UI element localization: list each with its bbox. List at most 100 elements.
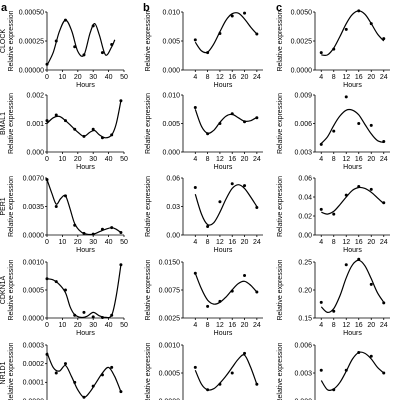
y-axis-sublabel: Relative expression (8, 176, 15, 237)
x-tick-label: 16 (355, 239, 363, 246)
panel-letter-a: a (1, 2, 8, 14)
data-point (357, 257, 361, 261)
y-tick-label: 0.15 (298, 315, 312, 322)
x-tick-label: 12 (342, 239, 350, 246)
data-point (332, 47, 336, 51)
x-tick-label: 20 (367, 239, 375, 246)
fitted-curve (321, 10, 385, 57)
chart-c-per1: 0.00 0.02 0.04 0.06 4 8 12 16 20 24 Hours Relative … (277, 175, 390, 254)
y-axis-sublabel: Relative expression (8, 93, 15, 154)
data-point (63, 18, 67, 22)
y-tick-label: 0.0001 (23, 380, 45, 387)
data-point (193, 106, 197, 110)
data-point (193, 186, 197, 189)
y-tick-label: 0.002 (26, 92, 44, 99)
y-tick-label: 0.000 (294, 398, 312, 400)
x-tick-label: 16 (228, 239, 236, 246)
data-point (82, 310, 86, 314)
x-tick-label: 8 (332, 322, 336, 329)
data-point (45, 352, 49, 356)
data-point (110, 42, 114, 46)
y-tick-label: 0.000 (162, 67, 180, 74)
x-tick-label: 16 (355, 156, 363, 163)
y-axis-label: Relative expression (277, 342, 284, 400)
x-tick-label: 4 (319, 74, 323, 81)
x-tick-label: 12 (216, 322, 224, 329)
y-tick-label: 0.0000 (23, 315, 45, 322)
fitted-curve (320, 108, 384, 144)
x-tick-label: 4 (193, 322, 197, 329)
x-tick-label: 4 (319, 156, 323, 163)
fitted-curve (194, 354, 258, 391)
y-tick-label: 0.009 (294, 92, 312, 99)
y-tick-label: 0.20 (298, 287, 312, 294)
y-tick-label: 0.0000 (291, 67, 313, 74)
data-point (54, 371, 58, 375)
chart-b-bmal1: 0.000 0.005 0.010 4 8 12 16 20 24 Hours Relative e… (145, 92, 263, 171)
data-point (218, 200, 222, 204)
data-point (91, 315, 95, 319)
data-point (54, 113, 58, 117)
fitted-curve (194, 12, 258, 54)
y-tick-label: 0.0025 (159, 315, 181, 322)
y-tick-label: 0.000 (162, 149, 180, 156)
x-tick-label: 24 (380, 322, 388, 329)
data-point (206, 224, 210, 228)
y-tick-label: 0.0003 (23, 342, 45, 349)
chart-b-cdkn1a: 0.0025 0.0075 0.0150 4 8 12 16 20 24 Hours Relativ… (145, 259, 263, 337)
y-tick-label: 0.005 (162, 38, 180, 45)
data-point (218, 122, 222, 125)
data-point (100, 315, 104, 319)
axis-lines (182, 95, 263, 153)
fitted-curve (46, 19, 116, 66)
data-point (119, 231, 123, 235)
fitted-curve (320, 351, 385, 392)
data-point (45, 62, 49, 66)
x-tick-label: 20 (74, 239, 82, 246)
data-point (119, 263, 123, 267)
x-tick-label: 24 (253, 239, 261, 246)
data-point (218, 31, 222, 35)
data-point (82, 231, 86, 235)
y-tick-label: 0.00 (298, 232, 312, 239)
y-tick-label: 0.03 (166, 204, 180, 211)
x-tick-label: 24 (253, 156, 261, 163)
data-point (369, 187, 373, 191)
y-tick-label: 0.010 (162, 9, 180, 16)
data-point (319, 207, 323, 211)
y-axis-label: Relative expression (145, 10, 152, 71)
data-point (45, 178, 49, 182)
data-point (73, 223, 77, 227)
data-point (319, 368, 323, 372)
data-point (110, 226, 114, 230)
data-point (230, 112, 234, 116)
y-tick-label: 0.0000 (159, 398, 181, 400)
y-axis-label: BMAL1 (0, 112, 7, 135)
y-tick-label: 0.0075 (159, 287, 181, 294)
data-point (344, 27, 348, 31)
data-point (319, 142, 323, 146)
data-point (382, 301, 386, 305)
y-tick-label: 0.0070 (23, 175, 45, 182)
x-tick-label: 10 (59, 74, 67, 81)
x-tick-label: 16 (355, 322, 363, 329)
x-tick-label: 40 (105, 156, 113, 163)
y-axis-label: Relative expression (277, 10, 284, 71)
x-tick-label: 12 (342, 322, 350, 329)
data-point (369, 123, 373, 127)
x-tick-label: 8 (332, 74, 336, 81)
axis-lines (182, 345, 184, 400)
chart-c-clock: 0.0000 0.0025 0.0050 4 8 12 16 20 24 Hours Relativ… (277, 9, 390, 89)
y-tick-label: 0.000 (26, 149, 44, 156)
data-point (82, 134, 86, 138)
x-tick-label: 12 (216, 74, 224, 81)
y-tick-label: 0.0010 (159, 342, 181, 349)
x-tick-label: 12 (216, 239, 224, 246)
data-point (344, 193, 348, 197)
data-point (110, 133, 114, 137)
x-tick-label: 16 (228, 322, 236, 329)
y-tick-label: 0.02 (298, 213, 312, 220)
x-tick-label: 10 (59, 156, 67, 163)
x-tick-label: 10 (59, 322, 67, 329)
